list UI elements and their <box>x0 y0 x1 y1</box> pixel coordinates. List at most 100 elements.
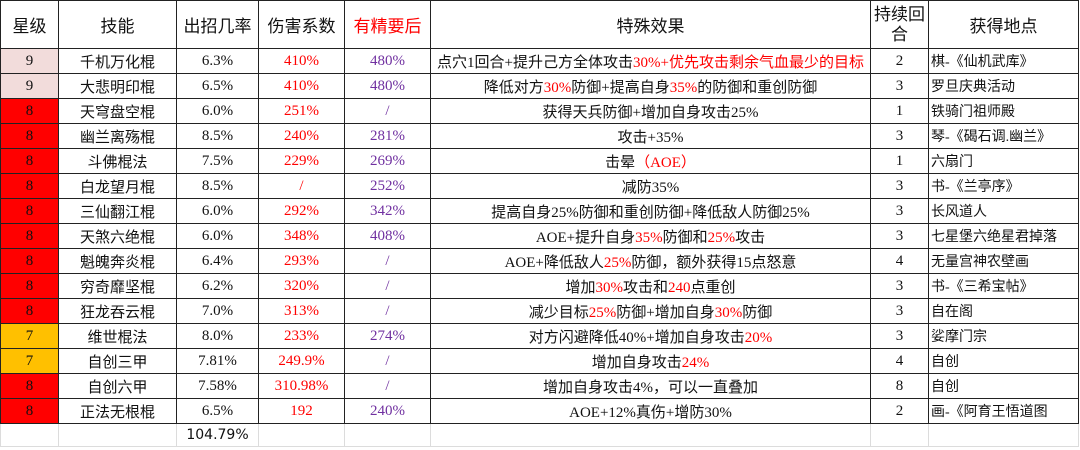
skill-name: 自创三甲 <box>58 348 177 374</box>
duration: 2 <box>870 48 929 74</box>
special-effect: 击晕（AOE） <box>430 148 871 174</box>
skill-name: 魁魄奔炎棍 <box>58 248 177 274</box>
text-segment: 减少目标 <box>528 304 589 321</box>
data-row: 8 正法无根棍 6.5% 192 240% AOE+12%真伤+增防30% 2 画-《阿育王悟… <box>0 398 1079 424</box>
damage-factor: 192 <box>258 398 345 424</box>
skill-name: 大悲明印棍 <box>58 73 177 99</box>
duration: 4 <box>870 248 929 274</box>
duration: 3 <box>870 173 929 199</box>
text-segment: 增加自身攻击 <box>591 354 682 371</box>
trigger-rate: 7.0% <box>176 298 259 324</box>
empty-cell <box>258 423 345 447</box>
header-row: 星级 技能 出招几率 伤害系数 有精要后 特殊效果 持续回合 获得地点 <box>0 0 1079 49</box>
text-segment: 对方闪避降低40%+增加自身攻击 <box>528 329 745 346</box>
duration: 2 <box>870 398 929 424</box>
star-level: 8 <box>0 373 59 399</box>
text-segment: 防御，额外获得15点怒意 <box>631 254 797 271</box>
text-segment: 35% <box>669 79 698 96</box>
source: 铁骑门祖师殿 <box>928 98 1079 124</box>
damage-factor: 233% <box>258 323 345 349</box>
star-level: 8 <box>0 248 59 274</box>
damage-factor: 310.98% <box>258 373 345 399</box>
text-segment: 30%+优先攻击剩余气血最少的目标 <box>633 54 864 71</box>
special-effect: 增加自身攻击24% <box>430 348 871 374</box>
special-effect: 攻击+35% <box>430 123 871 149</box>
column-header: 有精要后 <box>344 0 431 49</box>
damage-factor: 320% <box>258 273 345 299</box>
text-segment: 防御和 <box>662 229 708 246</box>
column-header: 出招几率 <box>176 0 259 49</box>
star-level: 7 <box>0 348 59 374</box>
refined-factor: / <box>344 248 431 274</box>
data-row: 8 斗佛棍法 7.5% 229% 269% 击晕（AOE） 1 六扇门 <box>0 148 1079 174</box>
skill-name: 三仙翻江棍 <box>58 198 177 224</box>
skill-name: 狂龙吞云棍 <box>58 298 177 324</box>
text-segment: 240 <box>668 279 691 296</box>
text-segment: 减防35% <box>621 179 680 196</box>
trigger-rate: 6.3% <box>176 48 259 74</box>
special-effect: 减防35% <box>430 173 871 199</box>
text-segment: 攻击+35% <box>617 129 684 146</box>
text-segment: 30% <box>595 279 623 296</box>
text-segment: 25% <box>707 229 736 246</box>
source: 画-《阿育王悟道图 <box>928 398 1079 424</box>
duration: 3 <box>870 223 929 249</box>
text-segment: 防御+增加自身 <box>616 304 715 321</box>
refined-factor: 252% <box>344 173 431 199</box>
text-segment: 的防御和重创防御 <box>697 79 818 96</box>
refined-factor: / <box>344 98 431 124</box>
data-row: 7 维世棍法 8.0% 233% 274% 对方闪避降低40%+增加自身攻击20% 3 娑摩门… <box>0 323 1079 349</box>
damage-factor: 229% <box>258 148 345 174</box>
refined-factor: / <box>344 273 431 299</box>
trigger-rate: 6.2% <box>176 273 259 299</box>
text-segment: 20% <box>744 329 773 346</box>
empty-cell <box>344 423 431 447</box>
trigger-rate: 8.5% <box>176 123 259 149</box>
star-level: 9 <box>0 73 59 99</box>
total-row: 104.79% <box>0 423 1079 447</box>
data-row: 8 幽兰离殇棍 8.5% 240% 281% 攻击+35% 3 琴-《碣石调.幽兰》 <box>0 123 1079 149</box>
skill-name: 天煞六绝棍 <box>58 223 177 249</box>
text-segment: 增加自身攻击4%，可以一直叠加 <box>543 379 758 396</box>
trigger-rate: 6.0% <box>176 98 259 124</box>
text-segment: 点重创 <box>690 279 736 296</box>
star-level: 8 <box>0 298 59 324</box>
duration: 1 <box>870 148 929 174</box>
refined-factor: / <box>344 373 431 399</box>
refined-factor: 480% <box>344 73 431 99</box>
source: 娑摩门宗 <box>928 323 1079 349</box>
skill-name: 幽兰离殇棍 <box>58 123 177 149</box>
empty-cell <box>0 423 59 447</box>
column-header: 星级 <box>0 0 59 49</box>
skill-name: 穷奇靡坚棍 <box>58 273 177 299</box>
text-segment: 攻击 <box>735 229 766 246</box>
source: 七星堡六绝星君掉落 <box>928 223 1079 249</box>
damage-factor: 293% <box>258 248 345 274</box>
skill-name: 维世棍法 <box>58 323 177 349</box>
text-segment: 35% <box>635 229 663 246</box>
damage-factor: 240% <box>258 123 345 149</box>
trigger-rate: 6.0% <box>176 198 259 224</box>
skill-name: 正法无根棍 <box>58 398 177 424</box>
special-effect: 增加30%攻击和240点重创 <box>430 273 871 299</box>
refined-factor: 281% <box>344 123 431 149</box>
table-body: 9 千机万化棍 6.3% 410% 480% 点穴1回合+提升己方全体攻击30%+优先攻击… <box>0 48 1079 447</box>
special-effect: 降低对方30%防御+提高自身35%的防御和重创防御 <box>430 73 871 99</box>
special-effect: 对方闪避降低40%+增加自身攻击20% <box>430 323 871 349</box>
skill-name: 斗佛棍法 <box>58 148 177 174</box>
refined-factor: 342% <box>344 198 431 224</box>
star-level: 7 <box>0 323 59 349</box>
special-effect: 减少目标25%防御+增加自身30%防御 <box>430 298 871 324</box>
text-segment: AOE+降低敌人 <box>504 254 604 271</box>
trigger-rate: 7.81% <box>176 348 259 374</box>
data-row: 8 白龙望月棍 8.5%/252% 减防35% 3 书-《兰亭序》 <box>0 173 1079 199</box>
trigger-rate: 6.0% <box>176 223 259 249</box>
data-row: 8 三仙翻江棍 6.0% 292% 342% 提高自身25%防御和重创防御+降低敌人防御2… <box>0 198 1079 224</box>
duration: 3 <box>870 198 929 224</box>
data-row: 8 天煞六绝棍 6.0% 348% 408% AOE+提升自身35%防御和25%攻击 3 七星… <box>0 223 1079 249</box>
source: 书-《兰亭序》 <box>928 173 1079 199</box>
special-effect: 获得天兵防御+增加自身攻击25% <box>430 98 871 124</box>
source: 琴-《碣石调.幽兰》 <box>928 123 1079 149</box>
text-segment: 24% <box>681 354 710 371</box>
text-segment: 防御 <box>742 304 773 321</box>
